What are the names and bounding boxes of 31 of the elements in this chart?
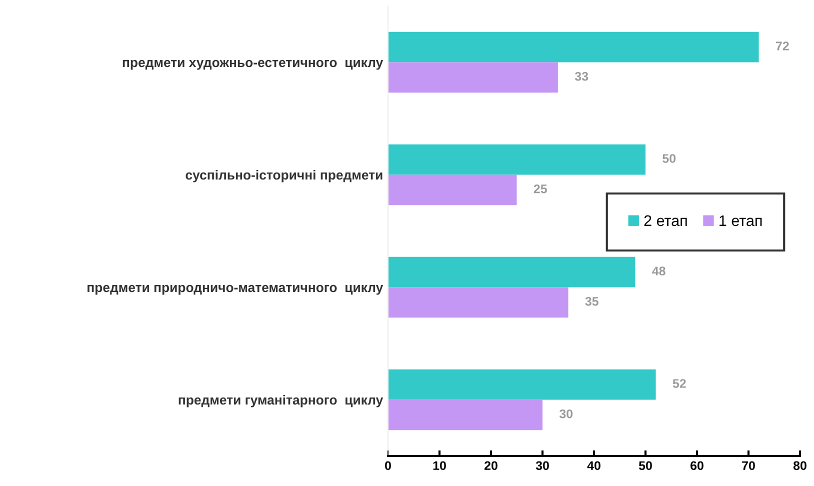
y-tick-label: предмети художньо-естетичного циклу bbox=[122, 60, 384, 70]
x-tick-label: 0 bbox=[385, 461, 391, 470]
bar bbox=[388, 174, 517, 206]
x-tick-label: 80 bbox=[793, 461, 806, 470]
y-tick-label: предмети гуманітарного циклу bbox=[178, 394, 384, 408]
x-tick-label: 10 bbox=[433, 461, 446, 470]
bar bbox=[388, 287, 568, 318]
bar bbox=[388, 144, 646, 175]
x-tick-label: 20 bbox=[484, 461, 498, 470]
bar bbox=[388, 400, 542, 430]
y-tick-label: предмети природничо-математичного циклу bbox=[88, 284, 384, 295]
bar bbox=[388, 32, 759, 62]
data-label: 50 bbox=[662, 154, 676, 163]
legend-label: 2 етап bbox=[644, 215, 687, 226]
bar bbox=[388, 256, 636, 288]
data-label: 48 bbox=[652, 266, 666, 276]
x-tick-label: 70 bbox=[742, 461, 755, 470]
y-tick-label: суспільно-історичні предмети bbox=[186, 170, 382, 182]
x-tick-label: 30 bbox=[536, 461, 549, 470]
x-tick-label: 60 bbox=[690, 461, 704, 470]
bar bbox=[388, 62, 558, 93]
bar bbox=[388, 369, 656, 400]
x-tick-label: 40 bbox=[587, 461, 600, 470]
data-label: 72 bbox=[776, 42, 789, 50]
data-label: 30 bbox=[559, 409, 573, 418]
data-label: 52 bbox=[672, 379, 686, 388]
x-tick-label: 50 bbox=[638, 461, 652, 470]
data-label: 25 bbox=[534, 184, 547, 194]
legend-label: 1 етап bbox=[720, 215, 762, 226]
data-label: 33 bbox=[574, 72, 588, 81]
data-label: 35 bbox=[585, 296, 598, 306]
